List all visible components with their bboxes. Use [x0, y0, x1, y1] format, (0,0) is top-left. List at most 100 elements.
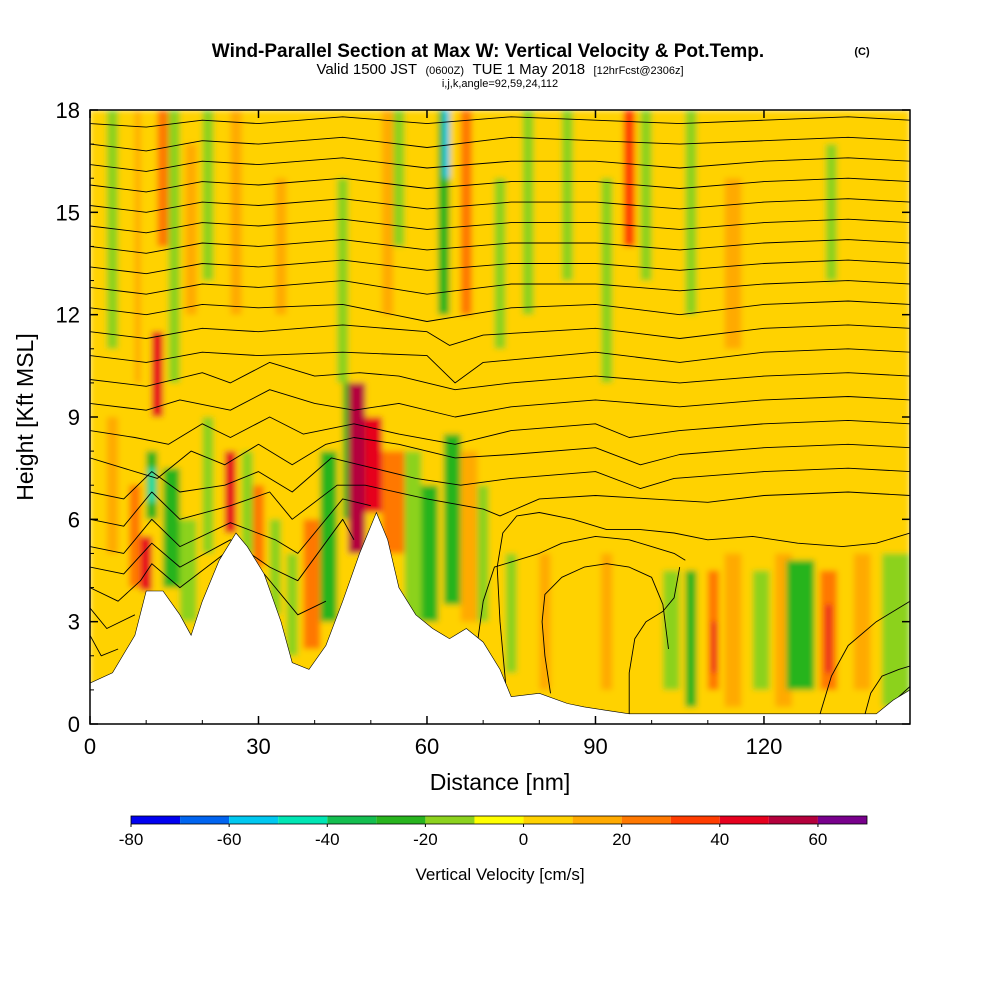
x-axis: 0 30 60 90 120 — [84, 110, 877, 759]
potential-temperature-contours — [90, 116, 910, 714]
w-field-cell — [140, 536, 152, 591]
theta-contour-line — [90, 607, 136, 629]
theta-contour-line — [90, 177, 910, 193]
valid-utc: (0600Z) — [426, 65, 465, 77]
w-field-cell — [853, 553, 871, 690]
theta-contour-line — [90, 484, 910, 527]
theta-contour-line — [496, 512, 910, 684]
w-field-cell — [825, 144, 837, 281]
theta-contour-line — [541, 563, 669, 694]
theta-contour-line — [90, 498, 371, 554]
y-tick-label: 18 — [56, 98, 80, 123]
w-field-cell — [601, 553, 613, 690]
w-field-cell — [393, 110, 405, 247]
x-tick-label: 30 — [246, 734, 270, 759]
theta-contour-line — [90, 324, 910, 346]
theta-contour-line — [90, 635, 119, 657]
theta-contour-line — [628, 567, 681, 714]
theta-contour-line — [90, 116, 910, 128]
colorbar-tick-label: -80 — [119, 830, 144, 849]
colorbar-swatch — [621, 816, 671, 824]
w-field-cell — [286, 553, 298, 656]
y-tick-label: 6 — [68, 507, 80, 532]
theta-contour-line — [90, 518, 355, 582]
chart-title: Wind-Parallel Section at Max W: Vertical… — [212, 41, 764, 62]
w-field-cell — [522, 110, 534, 315]
theta-contour-line — [90, 259, 910, 275]
w-field-cell — [539, 553, 551, 690]
theta-contour-line — [90, 136, 910, 152]
x-tick-label: 0 — [84, 734, 96, 759]
w-field-cell — [662, 570, 680, 690]
plot-area — [90, 110, 910, 724]
w-field-cell — [157, 110, 169, 247]
w-field-cell — [404, 451, 422, 622]
w-field-cell — [168, 110, 180, 383]
w-field-cell — [303, 519, 321, 649]
w-field-cell — [151, 331, 164, 417]
w-field-cell — [224, 451, 237, 533]
colorbar-tick-label: 0 — [519, 830, 528, 849]
w-field-cell — [881, 553, 910, 707]
w-field-cell — [460, 451, 478, 622]
x-tick-label: 60 — [415, 734, 439, 759]
w-field-cell — [320, 451, 338, 622]
y-axis: 0 3 6 9 12 15 18 — [56, 98, 910, 737]
valid-date: TUE 1 May 2018 — [473, 61, 586, 78]
w-field-cell — [241, 451, 253, 554]
w-field-cell — [342, 382, 354, 520]
w-field-cell — [640, 110, 652, 281]
colorbar-tick-label: 40 — [710, 830, 729, 849]
y-tick-label: 0 — [68, 712, 80, 737]
theta-contour-line — [90, 457, 910, 500]
w-field-cell — [134, 110, 141, 383]
theta-contour-line — [90, 280, 910, 295]
theta-contour-line — [90, 348, 910, 384]
theta-contour-line — [864, 665, 910, 714]
colorbar-swatch — [180, 816, 230, 824]
w-field-cell — [163, 468, 180, 588]
theta-contour-line — [90, 552, 327, 616]
w-field-cell — [685, 110, 697, 315]
colorbar-tick-label: -60 — [217, 830, 242, 849]
y-tick-label: 9 — [68, 405, 80, 430]
forecast-info: [12hrFcst@2306z] — [594, 65, 684, 77]
w-field-cell — [106, 110, 119, 349]
w-field-cell — [601, 178, 613, 383]
colorbar-swatch — [523, 816, 573, 824]
w-field-cell — [438, 110, 450, 315]
w-field-cell — [477, 485, 489, 622]
colorbar-tick-label: -20 — [413, 830, 438, 849]
w-field-cell — [443, 434, 461, 605]
theta-contour-line — [90, 300, 910, 322]
colorbar-swatch — [376, 816, 426, 824]
theta-contour-line — [90, 198, 910, 213]
colorbar-swatch — [425, 816, 475, 824]
x-tick-label: 120 — [746, 734, 783, 759]
w-field-cell — [685, 570, 697, 707]
colorbar-swatch — [474, 816, 524, 824]
chart-subtitle: Valid 1500 JST (0600Z) TUE 1 May 2018 [1… — [316, 61, 683, 78]
w-field-cell — [269, 519, 281, 615]
colorbar-swatch — [817, 816, 867, 824]
w-field-cell — [561, 110, 574, 281]
w-field-cell — [185, 144, 197, 315]
colorbar-frame — [130, 815, 868, 825]
x-axis-label: Distance [nm] — [430, 769, 571, 795]
theta-contour-line — [90, 218, 910, 234]
colorbar-swatch — [278, 816, 328, 824]
w-field-cell — [365, 417, 383, 513]
w-field-cell — [443, 110, 450, 179]
w-field-cell — [382, 451, 405, 554]
colorbar-swatch — [670, 816, 720, 824]
colorbar-swatch — [327, 816, 377, 824]
w-field-cell — [623, 110, 635, 247]
w-field-cell — [252, 485, 265, 568]
y-tick-label: 3 — [68, 610, 80, 635]
w-field-cell — [752, 570, 770, 690]
valid-time: Valid 1500 JST — [316, 61, 417, 78]
w-field-cell — [148, 468, 155, 503]
w-field-cell — [106, 417, 119, 554]
w-field-cell — [724, 553, 742, 707]
